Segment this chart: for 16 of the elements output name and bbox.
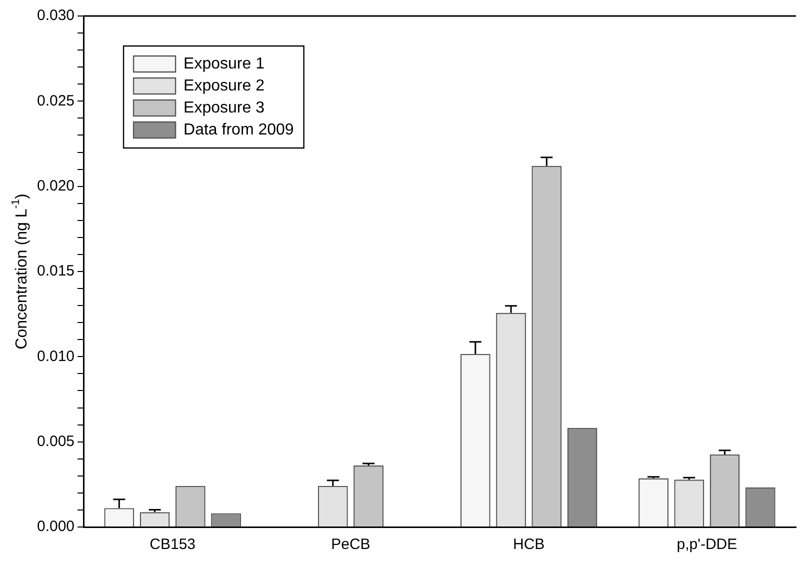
y-tick-label: 0.025: [36, 92, 75, 110]
x-tick-label: PeCB: [331, 536, 370, 554]
y-tick-label: 0.005: [36, 432, 75, 450]
y-tick-label: 0.020: [36, 177, 75, 194]
legend-label: Exposure 1: [184, 55, 265, 72]
x-tick-label: CB153: [150, 536, 196, 554]
x-tick-label: p,p'-DDE: [676, 536, 738, 554]
legend-label: Data from 2009: [184, 121, 294, 138]
text: 0.000: [36, 518, 75, 536]
legend-label: Exposure 2: [184, 77, 265, 94]
x-tick-label: HCB: [512, 536, 545, 554]
y-tick-label: 0.010: [36, 348, 75, 365]
y-axis-title: Concentration (ng L-1): [10, 194, 30, 350]
legend-label: Exposure 3: [184, 99, 265, 116]
y-tick-label: 0.030: [36, 7, 75, 24]
y-tick-label: 0.015: [36, 262, 75, 280]
